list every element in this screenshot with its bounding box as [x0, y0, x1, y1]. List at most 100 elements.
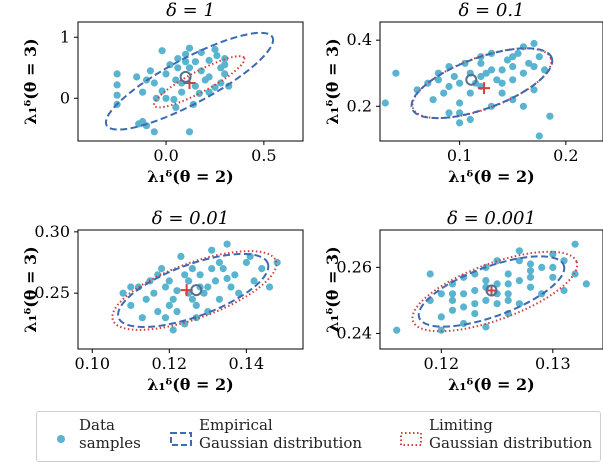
data-point — [437, 290, 445, 298]
data-point — [493, 257, 501, 265]
plot-area — [111, 240, 281, 334]
data-point — [482, 296, 490, 304]
data-point — [437, 326, 445, 334]
data-point — [208, 246, 216, 254]
data-point — [535, 53, 543, 61]
data-point — [127, 283, 135, 291]
data-point — [258, 265, 266, 273]
data-point — [185, 64, 194, 72]
x-tick-label: 0.2 — [553, 146, 578, 165]
data-point — [185, 44, 194, 52]
data-point — [482, 323, 490, 331]
x-tick-label: 0.0 — [153, 146, 178, 165]
x-tick-label: 0.12 — [424, 354, 460, 373]
empirical-mean-marker — [465, 73, 478, 86]
data-point — [515, 277, 524, 285]
data-point — [437, 313, 445, 321]
data-point — [173, 308, 181, 316]
data-point — [530, 39, 538, 48]
data-point — [192, 301, 200, 309]
subplot-1: 0.0 0.5 0 1 δ = 1 λ₁ᵟ(θ = 2) λ₁ᵟ(θ = 3) — [21, 0, 304, 186]
data-point — [178, 88, 186, 96]
data-point — [445, 82, 453, 91]
data-point — [195, 89, 203, 97]
limiting-ellipse — [153, 55, 246, 109]
data-point — [487, 66, 496, 74]
data-point — [182, 58, 190, 66]
y-tick-label: 0.4 — [347, 30, 372, 49]
data-point — [265, 283, 274, 291]
data-point — [460, 303, 468, 311]
data-point — [440, 89, 448, 97]
data-point — [526, 273, 535, 281]
data-point — [515, 247, 524, 255]
plot-area — [393, 240, 590, 334]
data-point — [196, 271, 204, 279]
data-point — [139, 88, 147, 96]
data-point — [127, 301, 135, 309]
data-point — [158, 265, 166, 273]
dotted-ellipse-marker-icon — [400, 432, 422, 446]
data-point — [381, 99, 389, 107]
data-point — [519, 69, 528, 77]
data-point — [538, 263, 546, 271]
data-point — [582, 280, 590, 288]
data-point — [456, 99, 464, 107]
data-point — [493, 290, 501, 298]
limiting-ellipse — [411, 250, 579, 333]
data-point — [498, 79, 506, 87]
data-point — [434, 76, 442, 84]
data-point — [219, 265, 227, 273]
data-point — [174, 64, 182, 72]
y-axis-label: λ₁ᵟ(θ = 3) — [21, 38, 40, 124]
data-point — [162, 94, 170, 102]
data-point — [158, 87, 166, 95]
data-point — [504, 280, 512, 288]
data-point — [173, 287, 181, 295]
data-point — [197, 67, 205, 75]
data-point — [530, 86, 538, 94]
data-point — [150, 79, 158, 87]
data-point — [235, 289, 243, 297]
data-point — [165, 277, 173, 285]
data-point — [514, 49, 522, 58]
y-tick-label: 0 — [60, 88, 70, 107]
data-point — [498, 89, 506, 97]
subplot-title: δ = 0.001 — [447, 208, 536, 229]
data-point — [460, 290, 468, 298]
subplot-title: δ = 1 — [166, 0, 215, 21]
data-point — [493, 76, 501, 84]
empirical-mean-marker — [485, 284, 498, 297]
data-point — [429, 96, 437, 104]
data-point — [227, 283, 235, 291]
data-point — [205, 73, 213, 81]
data-point — [161, 283, 170, 291]
y-axis-label: λ₁ᵟ(θ = 3) — [323, 246, 342, 332]
data-point — [223, 274, 231, 283]
x-tick-label: 0.14 — [229, 354, 265, 373]
data-point — [504, 270, 512, 278]
legend-item-limiting: Limiting Gaussian distribution — [397, 416, 592, 452]
plot-area — [381, 39, 554, 140]
data-point — [204, 283, 212, 291]
data-point — [571, 240, 579, 248]
legend-label-empirical: Empirical Gaussian distribution — [199, 416, 363, 452]
data-point — [466, 115, 474, 124]
axes-frame — [379, 229, 603, 350]
empirical-mean-marker — [179, 70, 192, 83]
data-point — [133, 73, 141, 81]
data-point — [530, 63, 538, 71]
subplot-2: 0.1 0.2 0.2 0.4 δ = 0.1 λ₁ᵟ(θ = 2) λ₁ᵟ(θ = 3) — [323, 0, 603, 186]
x-axis-label: λ₁ᵟ(θ = 2) — [147, 375, 233, 394]
y-tick-label: 0.24 — [336, 323, 372, 342]
data-point — [242, 258, 250, 267]
subplot-4: 0.12 0.13 0.24 0.26 δ = 0.001 λ₁ᵟ(θ = 2) λ₁ᵟ(θ… — [323, 208, 603, 394]
data-point — [154, 308, 162, 316]
legend-item-data-samples: Data samples — [47, 416, 141, 452]
axes-frame — [379, 21, 603, 142]
data-point — [142, 295, 150, 303]
data-point — [519, 102, 528, 110]
data-point — [223, 240, 231, 248]
data-point — [208, 265, 216, 273]
legend: Data samples Empirical Gaussian distribu… — [36, 411, 601, 462]
